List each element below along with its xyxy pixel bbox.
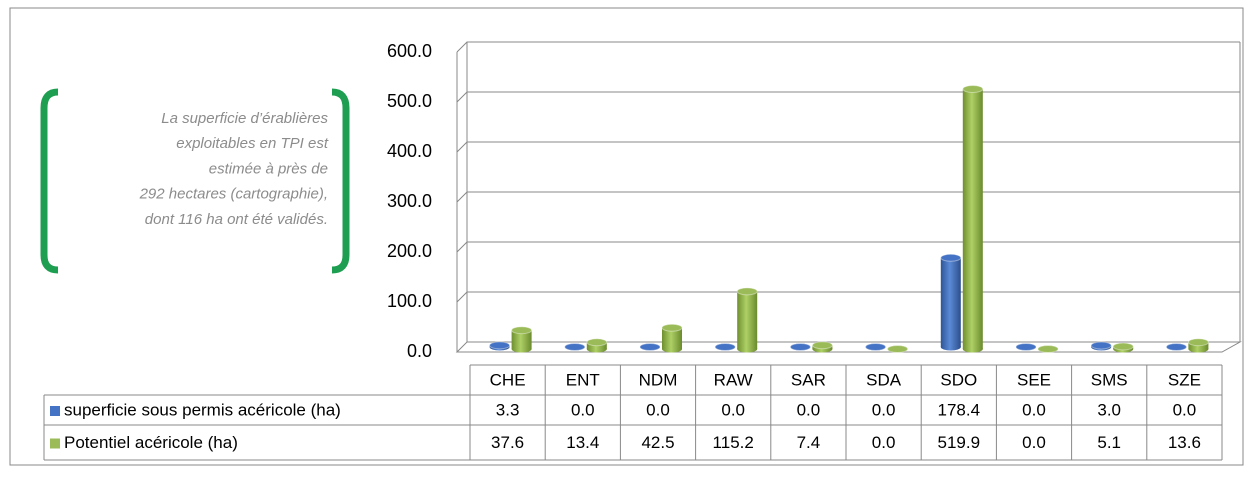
bar — [940, 257, 961, 347]
data-label: 13.6 — [1168, 433, 1201, 452]
y-tick-label: 100.0 — [387, 291, 432, 311]
data-label: 3.0 — [1097, 400, 1121, 419]
data-label: 3.3 — [496, 400, 520, 419]
bar-top — [887, 345, 909, 353]
bar-top — [661, 323, 683, 332]
legend-label: superficie sous permis acéricole (ha) — [64, 400, 341, 419]
frame — [9, 7, 1244, 466]
annotation: 292 hectares (cartographie), — [139, 186, 328, 203]
legend-swatch — [50, 438, 60, 449]
grid-line — [456, 241, 1240, 253]
grid-line — [456, 191, 1240, 203]
x-tick-label: NDM — [639, 370, 678, 389]
y-tick-label: 600.0 — [387, 41, 432, 61]
data-label: 0.0 — [571, 400, 595, 419]
bar-top — [639, 343, 661, 351]
x-tick-label: SMS — [1091, 370, 1128, 389]
bar-top — [1165, 343, 1187, 351]
y-tick-label: 200.0 — [387, 241, 432, 261]
bracket-left — [40, 88, 59, 274]
data-label: 0.0 — [1022, 433, 1046, 452]
data-label: 5.1 — [1097, 433, 1121, 452]
bar-top — [564, 343, 586, 351]
data-label: 0.0 — [872, 433, 896, 452]
bar-top — [811, 341, 833, 350]
legend-label: Potentiel acéricole (ha) — [64, 433, 238, 452]
bar-top — [1037, 345, 1059, 353]
data-label: 7.4 — [797, 433, 821, 452]
data-label: 115.2 — [713, 433, 754, 452]
annotation: La superficie d’érablières — [161, 110, 328, 127]
bar-top — [962, 85, 984, 94]
data-label: 13.4 — [566, 433, 599, 452]
y-tick-label: 0.0 — [407, 341, 432, 361]
data-label: 0.0 — [1022, 400, 1046, 419]
grid-line — [456, 291, 1240, 303]
x-tick-label: CHE — [490, 370, 526, 389]
x-tick-label: SAR — [791, 370, 826, 389]
x-tick-label: SEE — [1017, 370, 1051, 389]
x-tick-label: SZE — [1168, 370, 1201, 389]
annotation: dont 116 ha ont été validés. — [145, 211, 328, 228]
data-label: 37.6 — [491, 433, 524, 452]
annotation: exploitables en TPI est — [176, 135, 329, 152]
data-label: 0.0 — [1173, 400, 1197, 419]
bar-top — [586, 338, 608, 347]
y-tick-label: 300.0 — [387, 191, 432, 211]
bar-top — [1187, 338, 1209, 347]
bracket-right — [331, 88, 350, 274]
bar-top — [714, 343, 736, 351]
bar-top — [511, 326, 533, 335]
data-label: 178.4 — [938, 400, 981, 419]
bar — [511, 330, 532, 349]
bar-top — [1090, 341, 1112, 350]
data-label: 0.0 — [872, 400, 896, 419]
x-tick-label: SDO — [940, 370, 977, 389]
y-tick-label: 500.0 — [387, 91, 432, 111]
bar-top — [789, 343, 811, 351]
x-tick-label: SDA — [866, 370, 902, 389]
bar-top — [1015, 343, 1037, 351]
data-label: 519.9 — [938, 433, 981, 452]
data-label: 42.5 — [641, 433, 674, 452]
bar-top — [489, 341, 511, 350]
data-label: 0.0 — [721, 400, 745, 419]
annotation: estimée à près de — [209, 160, 328, 177]
legend-swatch — [50, 406, 60, 416]
bar-top — [940, 253, 962, 262]
x-tick-label: RAW — [714, 370, 753, 389]
grid-line — [456, 91, 1240, 103]
data-label: 0.0 — [646, 400, 670, 419]
bar-top — [865, 343, 887, 351]
grid-line — [456, 141, 1240, 153]
data-label: 0.0 — [797, 400, 821, 419]
grid-line — [456, 41, 1240, 53]
x-tick-label: ENT — [566, 370, 600, 389]
bar — [962, 89, 983, 350]
bar-top — [1112, 342, 1134, 351]
bar-top — [736, 287, 758, 296]
bar — [662, 327, 682, 349]
bar — [737, 291, 758, 349]
y-tick-label: 400.0 — [387, 141, 432, 161]
